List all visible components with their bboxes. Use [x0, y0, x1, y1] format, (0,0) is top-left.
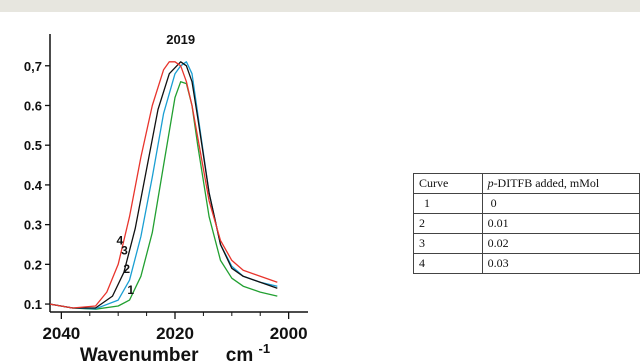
y-axis: 0.1 0.2 0.3 0.4 0.5 0.6 0,7 [24, 34, 51, 312]
curve-label-1: 1 [127, 283, 134, 297]
legend-header-row: Curve p-DITFB added, mMol [413, 173, 640, 194]
legend-cell-amount: 0.02 [481, 233, 640, 254]
curve-labels: 1 2 34 [117, 233, 135, 297]
y-tick-label: 0,7 [24, 59, 42, 74]
top-band [0, 0, 640, 12]
legend-cell-curve: 4 [413, 253, 483, 274]
x-axis-unit: cm [226, 345, 253, 362]
legend-cell-curve: 3 [413, 233, 483, 254]
y-tick-label: 0.3 [24, 218, 42, 233]
legend-row: 1 0 [413, 193, 640, 214]
series-line-1 [49, 81, 278, 310]
x-axis: 2040 2020 2000 [42, 311, 308, 343]
y-tick-label: 0.6 [24, 98, 42, 113]
legend-row: 3 0.02 [413, 233, 640, 254]
curve-legend-table: Curve p-DITFB added, mMol 1 0 2 0.01 3 0… [413, 173, 640, 274]
series-lines [49, 61, 278, 310]
curve-label-3: 3 [121, 243, 128, 257]
x-axis-label: Wavenumber cm -1 [80, 341, 270, 362]
x-tick-label: 2040 [42, 324, 80, 343]
y-tick-label: 0.2 [24, 257, 42, 272]
legend-cell-curve: 1 [413, 193, 483, 214]
x-axis-label-text: Wavenumber [80, 345, 199, 362]
curve-label-2: 2 [123, 262, 130, 276]
series-line-4 [49, 61, 278, 309]
legend-cell-amount: 0.03 [481, 253, 640, 274]
legend-row: 4 0.03 [413, 253, 640, 274]
legend-cell-curve: 2 [413, 213, 483, 234]
ir-spectrum-chart: 0.10.20.30.40.50.60,7 2040 2020 2000 1234 … [24, 32, 308, 362]
legend-header-curve: Curve [413, 173, 483, 194]
x-tick-label: 2000 [270, 324, 308, 343]
legend-cell-amount: 0.01 [481, 213, 640, 234]
series-line-3 [49, 61, 278, 309]
legend-header-added: p-DITFB added, mMol [481, 173, 640, 194]
series-line-2 [49, 61, 278, 310]
legend-header-prefix: p [487, 176, 494, 190]
x-tick-label: 2020 [156, 324, 194, 343]
peak-annotation: 2019 [166, 32, 195, 47]
x-axis-unit-exponent: -1 [259, 341, 271, 356]
legend-row: 2 0.01 [413, 213, 640, 234]
y-tick-label: 0.1 [24, 297, 42, 312]
legend-header-text: -DITFB added, mMol [493, 176, 600, 190]
y-tick-label: 0.5 [24, 138, 42, 153]
curve-label-4: 4 [117, 233, 124, 247]
legend-cell-amount: 0 [481, 193, 640, 214]
y-tick-label: 0.4 [24, 178, 43, 193]
